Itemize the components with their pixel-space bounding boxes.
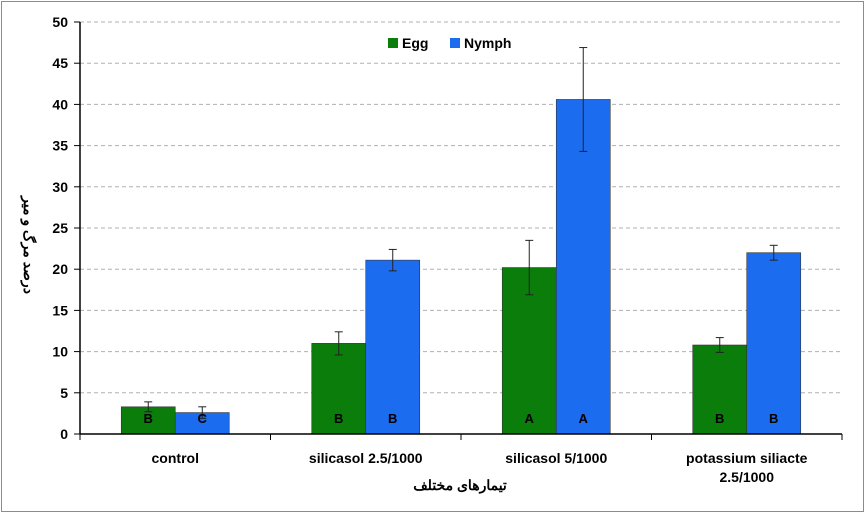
significance-label: B (388, 411, 397, 426)
y-tick-label: 0 (60, 426, 68, 442)
bar (555, 99, 611, 435)
bar (746, 252, 802, 435)
y-tick-label: 25 (52, 220, 68, 236)
bar (692, 344, 748, 435)
y-tick-label: 50 (52, 14, 68, 30)
x-tick-label: silicasol 5/1000 (505, 450, 607, 466)
x-tick-label: 2.5/1000 (720, 469, 775, 485)
significance-label: B (769, 411, 778, 426)
y-tick-label: 15 (52, 302, 68, 318)
axes: 0 5 10 15 20 25 30 35 40 45 50 control silicasol 2.5… (52, 14, 843, 485)
significance-label: A (579, 411, 589, 426)
y-tick-label: 35 (52, 138, 68, 154)
y-tick-label: 10 (52, 344, 68, 360)
significance-label: B (334, 411, 343, 426)
legend-label: Egg (402, 35, 428, 51)
bar (365, 259, 421, 435)
significance-label: A (525, 411, 535, 426)
significance-label: B (144, 411, 153, 426)
y-tick-label: 5 (60, 385, 68, 401)
legend-swatch (450, 38, 460, 48)
x-tick-label: silicasol 2.5/1000 (309, 450, 423, 466)
y-tick-label: 40 (52, 96, 68, 112)
y-tick-label: 30 (52, 179, 68, 195)
y-tick-label: 45 (52, 55, 68, 71)
legend-swatch (388, 38, 398, 48)
x-axis-title: تیمارهای مختلف (413, 477, 507, 494)
x-tick-label: potassium siliacte (686, 450, 808, 466)
y-axis-title: درصد مرگ و میر (20, 195, 37, 294)
significance-label: B (715, 411, 724, 426)
legend-label: Nymph (464, 35, 511, 51)
grid-lines (80, 21, 842, 394)
x-tick-label: control (152, 450, 199, 466)
significance-label: C (198, 411, 208, 426)
bar (311, 343, 367, 435)
legend: Egg Nymph (388, 35, 511, 51)
y-tick-label: 20 (52, 261, 68, 277)
